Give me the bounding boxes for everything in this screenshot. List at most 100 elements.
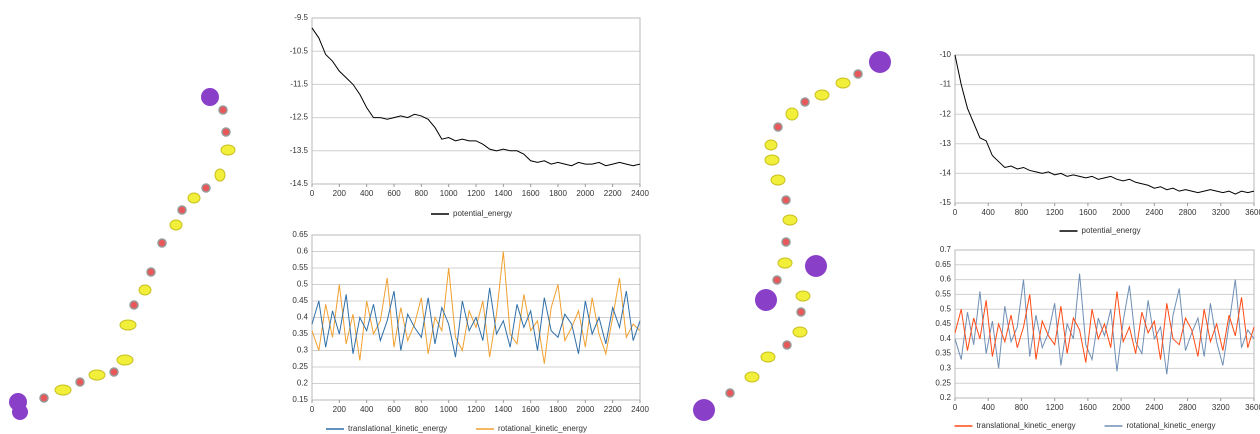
x-tick-label: 1200	[467, 405, 485, 414]
y-tick-label: 0.6	[297, 247, 309, 256]
y-tick-label: 0.2	[940, 393, 952, 402]
y-tick-label: 0.6	[940, 275, 952, 284]
capsule	[835, 77, 851, 89]
legend-label: translational_kinetic_energy	[977, 421, 1076, 430]
sphere	[693, 399, 715, 421]
atom	[853, 69, 863, 79]
x-tick-label: 1800	[549, 189, 567, 198]
capsule	[88, 369, 106, 381]
x-tick-label: 1600	[522, 405, 540, 414]
y-tick-label: 0.25	[935, 378, 951, 387]
y-tick-label: 0.4	[297, 313, 309, 322]
x-tick-label: 800	[1015, 403, 1029, 412]
x-tick-label: 2800	[1179, 403, 1197, 412]
x-tick-label: 2400	[1145, 403, 1163, 412]
y-tick-label: -12.5	[290, 113, 309, 122]
atom	[781, 237, 791, 247]
x-tick-label: 2200	[604, 405, 622, 414]
left-molecule	[9, 88, 236, 420]
plot-frame	[311, 17, 641, 185]
x-tick-label: 0	[953, 403, 958, 412]
plot-frame	[954, 249, 1255, 399]
series-line	[311, 27, 641, 167]
atom	[725, 388, 735, 398]
y-tick-label: 0.55	[935, 290, 951, 299]
x-tick-label: 3600	[1245, 403, 1260, 412]
y-tick-label: 0.7	[940, 245, 952, 254]
plot-frame	[954, 54, 1255, 204]
x-tick-label: 400	[982, 403, 996, 412]
x-tick-label: 0	[953, 208, 958, 217]
atom	[146, 267, 156, 277]
x-tick-label: 800	[415, 405, 429, 414]
y-tick-label: -13.5	[290, 146, 309, 155]
atom	[772, 275, 782, 285]
x-tick-label: 1400	[494, 405, 512, 414]
x-tick-label: 2000	[576, 405, 594, 414]
legend-label: rotational_kinetic_energy	[498, 424, 587, 433]
x-tick-label: 1400	[494, 189, 512, 198]
x-tick-label: 3200	[1212, 403, 1230, 412]
atom	[201, 183, 211, 193]
y-tick-label: 0.2	[297, 379, 309, 388]
series-line	[954, 273, 1255, 375]
y-tick-label: 0.25	[292, 362, 308, 371]
capsule	[785, 107, 799, 121]
x-tick-label: 600	[387, 405, 401, 414]
y-tick-label: 0.65	[292, 230, 308, 239]
capsule	[214, 168, 226, 182]
x-tick-label: 1000	[440, 405, 458, 414]
x-tick-label: 1200	[1046, 208, 1064, 217]
x-tick-label: 400	[360, 405, 374, 414]
y-tick-label: 0.55	[292, 263, 308, 272]
sphere	[869, 51, 891, 73]
atom	[157, 238, 167, 248]
x-tick-label: 0	[310, 189, 315, 198]
y-tick-label: 0.3	[297, 346, 309, 355]
x-tick-label: 2000	[1112, 208, 1130, 217]
y-tick-label: -10	[939, 50, 951, 59]
x-tick-label: 1200	[467, 189, 485, 198]
capsule	[764, 139, 778, 151]
sphere	[755, 289, 777, 311]
x-tick-label: 200	[333, 189, 347, 198]
x-tick-label: 2200	[604, 189, 622, 198]
capsule	[760, 351, 776, 363]
capsule	[744, 371, 760, 383]
atom	[796, 307, 806, 317]
y-tick-label: 0.35	[935, 349, 951, 358]
x-tick-label: 600	[387, 189, 401, 198]
y-tick-label: 0.5	[297, 280, 309, 289]
y-tick-label: 0.45	[935, 319, 951, 328]
atom	[218, 105, 228, 115]
y-tick-label: 0.45	[292, 296, 308, 305]
y-tick-label: 0.65	[935, 260, 951, 269]
x-tick-label: 2000	[1112, 403, 1130, 412]
series-line	[954, 54, 1255, 195]
y-tick-label: -13	[939, 139, 951, 148]
capsule	[795, 290, 811, 302]
atom	[782, 340, 792, 350]
legend-label: potential_energy	[1082, 226, 1141, 235]
right-molecule	[693, 51, 891, 421]
y-tick-label: 0.3	[940, 364, 952, 373]
y-tick-label: 0.4	[940, 334, 952, 343]
atom	[129, 300, 139, 310]
sphere	[201, 88, 219, 106]
x-tick-label: 1200	[1046, 403, 1064, 412]
capsule	[187, 192, 201, 204]
x-tick-label: 1600	[1079, 208, 1097, 217]
x-tick-label: 2400	[631, 405, 649, 414]
x-tick-label: 3200	[1212, 208, 1230, 217]
x-tick-label: 0	[310, 405, 315, 414]
sphere	[12, 404, 28, 420]
x-tick-label: 2000	[576, 189, 594, 198]
x-tick-label: 1000	[440, 189, 458, 198]
y-tick-label: -9.5	[294, 13, 308, 22]
y-tick-label: -10.5	[290, 46, 309, 55]
atom	[781, 195, 791, 205]
y-tick-label: 0.15	[292, 395, 308, 404]
x-tick-label: 800	[1015, 208, 1029, 217]
y-tick-label: -11.5	[290, 80, 308, 89]
x-tick-label: 1600	[522, 189, 540, 198]
